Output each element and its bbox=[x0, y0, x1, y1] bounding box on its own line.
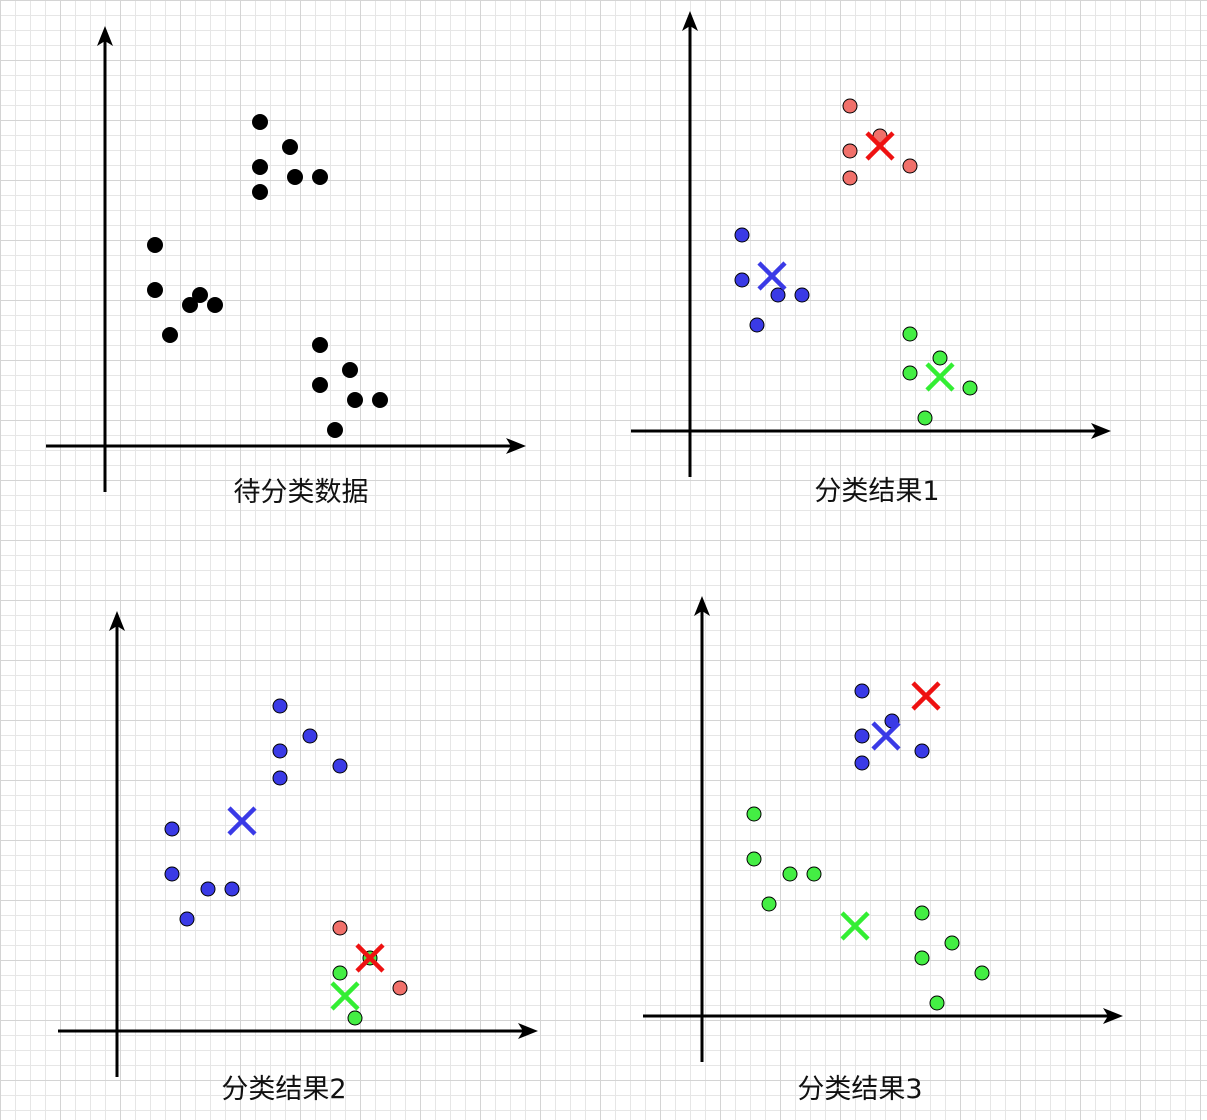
green-point bbox=[914, 905, 930, 921]
caption-raw-data: 待分类数据 bbox=[233, 477, 369, 508]
green-centroid-cross-icon bbox=[330, 981, 360, 1011]
blue-centroid-cross-icon bbox=[871, 721, 901, 751]
green-point bbox=[974, 965, 990, 981]
data-point bbox=[342, 362, 358, 378]
red-point bbox=[332, 920, 348, 936]
green-point bbox=[347, 1010, 363, 1026]
blue-point bbox=[854, 755, 870, 771]
blue-point bbox=[332, 758, 348, 774]
red-point bbox=[842, 98, 858, 114]
data-point bbox=[372, 392, 388, 408]
blue-point bbox=[770, 287, 786, 303]
y-axis-arrow-icon bbox=[682, 11, 698, 31]
data-point bbox=[312, 337, 328, 353]
green-point bbox=[746, 806, 762, 822]
y-axis-arrow-icon bbox=[694, 596, 710, 616]
red-point bbox=[842, 143, 858, 159]
data-point bbox=[192, 287, 208, 303]
green-point bbox=[932, 350, 948, 366]
red-point bbox=[392, 980, 408, 996]
x-axis-arrow-icon bbox=[506, 438, 526, 454]
green-point bbox=[902, 326, 918, 342]
blue-point bbox=[164, 821, 180, 837]
blue-point bbox=[272, 698, 288, 714]
y-axis-arrow-icon bbox=[97, 26, 113, 46]
caption-result-1: 分类结果1 bbox=[814, 476, 940, 507]
data-point bbox=[182, 297, 198, 313]
caption-result-3: 分类结果3 bbox=[797, 1074, 923, 1105]
data-point bbox=[312, 377, 328, 393]
green-point bbox=[782, 866, 798, 882]
data-point bbox=[312, 169, 328, 185]
blue-point bbox=[794, 287, 810, 303]
green-centroid-cross-icon bbox=[925, 362, 955, 392]
data-point bbox=[147, 237, 163, 253]
blue-point bbox=[734, 227, 750, 243]
blue-point bbox=[179, 911, 195, 927]
red-point bbox=[902, 158, 918, 174]
data-point bbox=[347, 392, 363, 408]
data-point bbox=[162, 327, 178, 343]
blue-centroid-cross-icon bbox=[757, 261, 787, 291]
blue-point bbox=[854, 683, 870, 699]
blue-point bbox=[914, 743, 930, 759]
blue-point bbox=[854, 728, 870, 744]
data-point bbox=[252, 114, 268, 130]
green-point bbox=[962, 380, 978, 396]
y-axis-arrow-icon bbox=[109, 611, 125, 631]
green-point bbox=[806, 866, 822, 882]
green-point bbox=[914, 950, 930, 966]
green-point bbox=[746, 851, 762, 867]
green-centroid-cross-icon bbox=[840, 911, 870, 941]
red-centroid-cross-icon bbox=[865, 131, 895, 161]
x-axis-arrow-icon bbox=[518, 1023, 538, 1039]
green-point bbox=[929, 995, 945, 1011]
data-point bbox=[327, 422, 343, 438]
blue-point bbox=[224, 881, 240, 897]
blue-centroid-cross-icon bbox=[227, 806, 257, 836]
blue-point bbox=[272, 743, 288, 759]
data-point bbox=[252, 184, 268, 200]
green-point bbox=[761, 896, 777, 912]
data-point bbox=[287, 169, 303, 185]
green-point bbox=[917, 410, 933, 426]
green-point bbox=[902, 365, 918, 381]
blue-point bbox=[164, 866, 180, 882]
x-axis-arrow-icon bbox=[1091, 423, 1111, 439]
blue-point bbox=[200, 881, 216, 897]
blue-point bbox=[749, 317, 765, 333]
red-point bbox=[842, 170, 858, 186]
data-point bbox=[207, 297, 223, 313]
red-centroid-cross-icon bbox=[355, 943, 385, 973]
data-point bbox=[252, 159, 268, 175]
green-point bbox=[944, 935, 960, 951]
x-axis-arrow-icon bbox=[1103, 1008, 1123, 1024]
blue-point bbox=[302, 728, 318, 744]
caption-result-2: 分类结果2 bbox=[221, 1074, 347, 1105]
red-centroid-cross-icon bbox=[911, 681, 941, 711]
blue-point bbox=[272, 770, 288, 786]
blue-point bbox=[734, 272, 750, 288]
data-point bbox=[147, 282, 163, 298]
green-point bbox=[332, 965, 348, 981]
data-point bbox=[282, 139, 298, 155]
